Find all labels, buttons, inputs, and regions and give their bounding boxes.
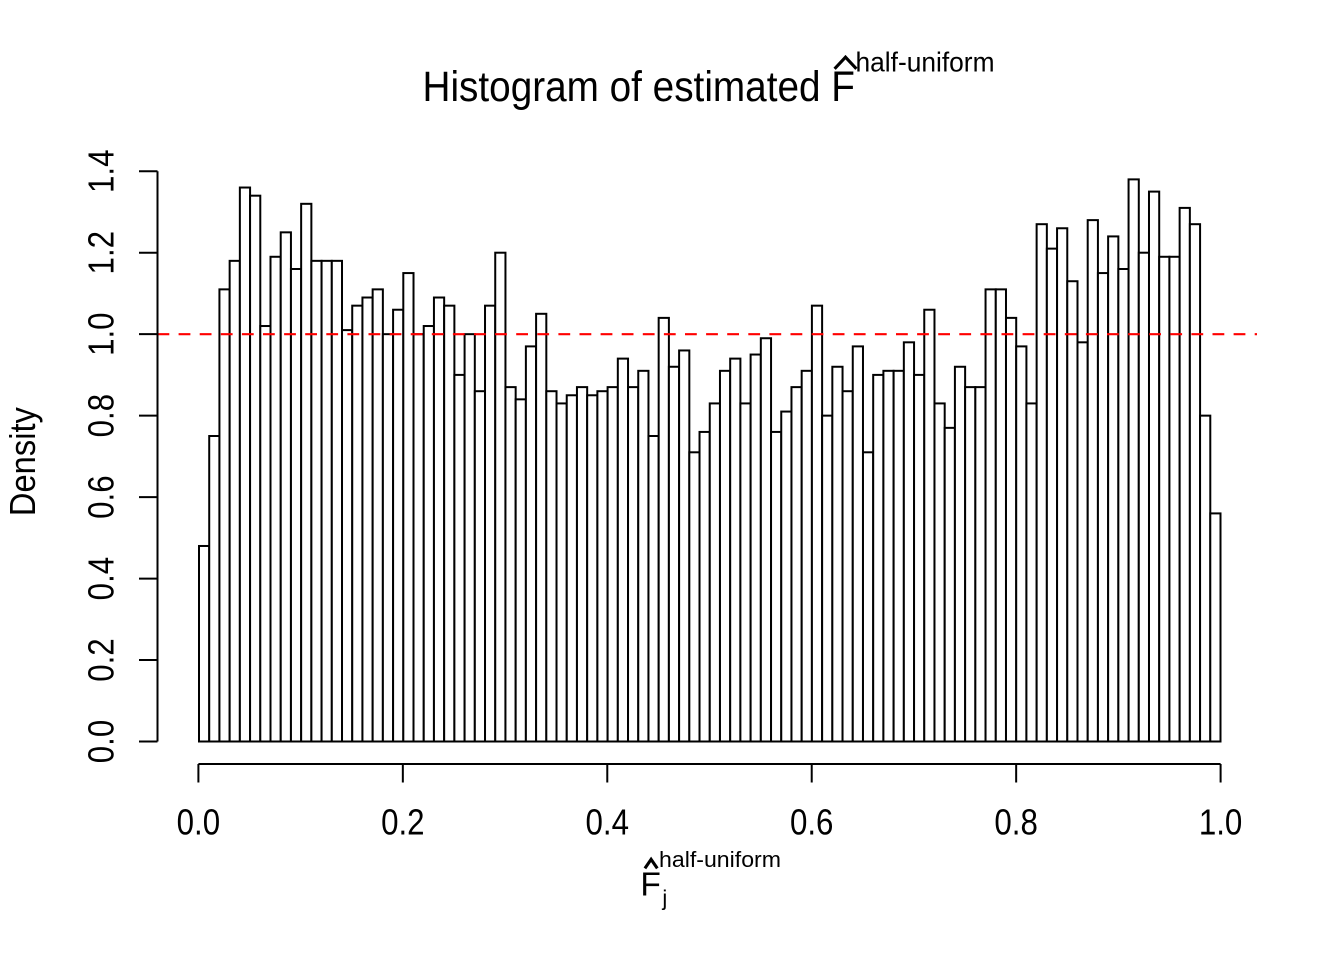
- svg-text:0.2: 0.2: [81, 638, 122, 682]
- svg-text:1.4: 1.4: [81, 149, 122, 193]
- svg-text:0.8: 0.8: [994, 802, 1038, 843]
- svg-text:0.4: 0.4: [586, 802, 630, 843]
- svg-text:0.2: 0.2: [381, 802, 425, 843]
- svg-text:half-uniform: half-uniform: [659, 847, 781, 872]
- svg-text:F: F: [640, 867, 660, 904]
- svg-text:Histogram of estimated F: Histogram of estimated F: [423, 63, 855, 111]
- svg-text:0.0: 0.0: [177, 802, 221, 843]
- svg-text:j: j: [661, 886, 667, 911]
- svg-text:0.6: 0.6: [81, 475, 122, 518]
- svg-text:Density: Density: [2, 406, 43, 516]
- svg-text:half-uniform: half-uniform: [856, 46, 995, 77]
- svg-text:0.0: 0.0: [81, 720, 122, 764]
- svg-text:0.4: 0.4: [81, 557, 122, 601]
- svg-text:0.8: 0.8: [81, 394, 122, 438]
- svg-text:1.0: 1.0: [1199, 802, 1243, 843]
- svg-text:1.2: 1.2: [81, 231, 122, 275]
- svg-text:0.6: 0.6: [790, 802, 834, 843]
- svg-text:1.0: 1.0: [81, 312, 122, 356]
